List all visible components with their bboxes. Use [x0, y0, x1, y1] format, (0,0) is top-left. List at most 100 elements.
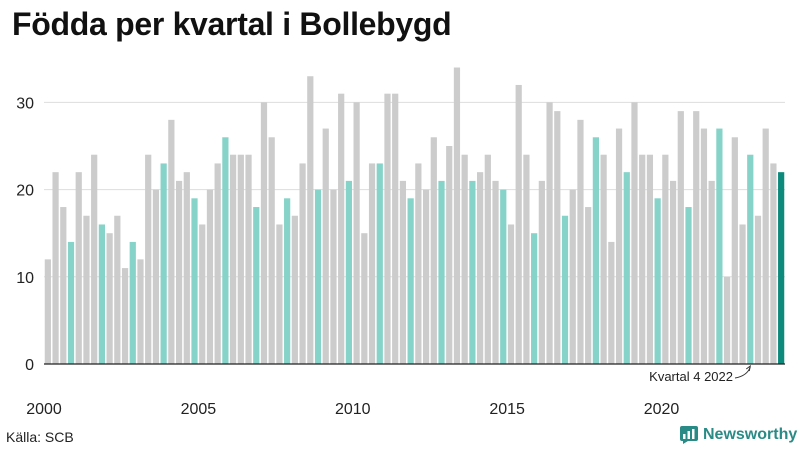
x-tick-label: 2015 [489, 401, 525, 418]
bar [754, 215, 762, 364]
bar [677, 111, 684, 365]
bar [739, 224, 746, 364]
bar [384, 93, 391, 365]
bar [778, 172, 785, 364]
bar [168, 119, 175, 364]
bar [531, 233, 538, 364]
bar [585, 207, 592, 364]
annotation-arrowhead [745, 364, 752, 372]
bar [770, 163, 777, 364]
bar [276, 224, 283, 364]
bar [129, 241, 136, 364]
source-note: Källa: SCB [6, 429, 74, 445]
bar [230, 154, 237, 364]
bar [175, 180, 183, 364]
y-tick-label: 10 [16, 270, 34, 287]
bar [762, 128, 769, 364]
bar [561, 215, 569, 364]
bar [60, 207, 67, 364]
bar [731, 137, 738, 364]
bar [121, 268, 129, 364]
bar [438, 180, 445, 364]
bar [222, 137, 229, 364]
bar [546, 102, 553, 365]
bar [523, 154, 530, 364]
bar [376, 163, 383, 364]
x-tick-label: 2010 [335, 401, 371, 418]
bar [52, 172, 59, 364]
brand-name: Newsworthy [703, 426, 798, 443]
bar [284, 198, 291, 364]
bar [500, 189, 507, 364]
bar [291, 215, 298, 364]
bar [662, 154, 669, 364]
bar [700, 128, 708, 364]
bar [407, 198, 414, 364]
x-tick-label: 2000 [26, 401, 62, 418]
bar [345, 180, 352, 364]
bar [446, 146, 453, 364]
bar [507, 224, 515, 364]
bar [430, 137, 437, 364]
bar [592, 137, 599, 364]
bar [608, 241, 615, 364]
bar [685, 207, 692, 364]
bar [368, 163, 376, 364]
bar [183, 172, 190, 364]
bar [631, 102, 638, 365]
bar [453, 67, 461, 365]
bar [669, 180, 677, 364]
newsworthy-logo-icon [680, 426, 698, 444]
x-tick-label: 2020 [644, 401, 680, 418]
bar [98, 224, 105, 364]
bar [191, 198, 198, 364]
bar [106, 233, 113, 364]
bar [160, 163, 167, 364]
bar [392, 93, 399, 365]
bar [83, 215, 90, 364]
y-tick-label: 0 [25, 357, 34, 374]
bar [461, 154, 468, 364]
bar [399, 180, 407, 364]
bar [245, 154, 252, 364]
bar [299, 163, 306, 364]
bar [654, 198, 661, 364]
bar [515, 84, 522, 365]
bar [322, 128, 329, 364]
bar [422, 189, 430, 364]
bar [75, 172, 82, 364]
bar [44, 259, 51, 364]
bar [206, 189, 214, 364]
bar [646, 154, 654, 364]
annotation-label: Kvartal 4 2022 [649, 369, 733, 384]
y-tick-label: 30 [16, 95, 34, 112]
bar [214, 163, 221, 364]
bar [253, 207, 260, 364]
bar [623, 172, 630, 364]
bar [91, 154, 98, 364]
bar [199, 224, 206, 364]
bar [152, 189, 160, 364]
bar [314, 189, 322, 364]
bar [268, 137, 275, 364]
bar [353, 102, 360, 365]
bar [724, 276, 731, 364]
bar [484, 154, 491, 364]
bar [260, 102, 268, 365]
bar [747, 154, 754, 364]
bar [307, 76, 314, 365]
bar [693, 111, 700, 365]
bar [716, 128, 723, 364]
bar [569, 189, 576, 364]
y-tick-label: 20 [16, 183, 34, 200]
bar [415, 163, 422, 364]
bar [615, 128, 623, 364]
bar [67, 241, 75, 364]
bar [538, 180, 545, 364]
bar [145, 154, 152, 364]
x-tick-label: 2005 [181, 401, 217, 418]
bar [600, 154, 607, 364]
bar [338, 93, 345, 365]
bar [554, 111, 561, 365]
